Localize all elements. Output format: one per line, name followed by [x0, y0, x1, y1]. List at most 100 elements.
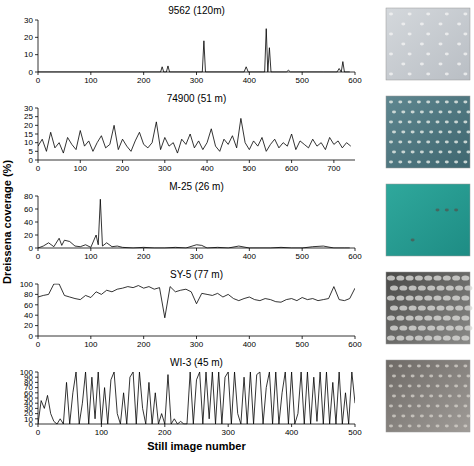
photo-texture — [389, 53, 393, 56]
photo-texture — [463, 425, 467, 428]
x-tick — [164, 160, 165, 163]
photo-texture — [463, 121, 467, 124]
photo-texture — [396, 275, 404, 280]
photo-texture — [426, 385, 430, 388]
x-tick-label: 300 — [158, 164, 172, 173]
y-tick-label: 60 — [24, 205, 33, 214]
photo-texture — [415, 275, 423, 280]
x-tick-label: 500 — [295, 252, 309, 261]
y-tick — [35, 424, 38, 425]
x-tick-label: 100 — [95, 428, 109, 437]
photo-texture — [466, 375, 470, 378]
photo-texture — [409, 305, 417, 310]
x-tick — [90, 248, 91, 251]
x-tick — [164, 424, 165, 427]
photo-texture — [436, 405, 440, 408]
photo-texture — [420, 151, 424, 154]
photo-texture — [420, 395, 424, 398]
photo-texture — [411, 111, 415, 114]
y-tick-label: 10 — [24, 138, 33, 147]
photo-texture — [429, 111, 433, 114]
x-tick — [291, 160, 292, 163]
photo-texture — [448, 131, 452, 134]
photo-texture — [448, 415, 452, 418]
photo-texture — [389, 121, 393, 124]
photo-texture — [448, 375, 452, 378]
data-line — [38, 199, 350, 248]
photo-texture — [445, 121, 449, 124]
photo-texture — [443, 275, 451, 280]
photo-texture — [437, 305, 445, 310]
x-axis-title: Still image number — [147, 440, 246, 452]
photo-texture — [466, 111, 470, 114]
y-tick — [35, 377, 38, 378]
photo-texture — [461, 315, 469, 320]
photo-texture — [464, 285, 472, 290]
photo-texture — [429, 131, 433, 134]
plot-area — [38, 118, 351, 153]
photo-frame — [386, 184, 470, 256]
photo-texture — [429, 151, 433, 154]
photo-texture — [396, 295, 404, 300]
photo-texture — [401, 111, 405, 114]
photo-texture — [411, 239, 415, 242]
photo-texture — [439, 151, 443, 154]
y-tick — [35, 108, 38, 109]
photo-texture — [408, 101, 412, 104]
photo-texture — [439, 63, 443, 66]
photo-texture — [389, 73, 393, 76]
x-tick — [143, 72, 144, 75]
photo-texture — [401, 43, 405, 46]
photo-texture — [457, 43, 461, 46]
photo-texture — [439, 43, 443, 46]
photo-texture — [457, 375, 461, 378]
photo-texture — [445, 101, 449, 104]
y-tick — [35, 403, 38, 404]
photo-texture — [426, 425, 430, 428]
photo-texture — [401, 23, 405, 26]
x-tick-label: 400 — [243, 76, 257, 85]
panel-title: M-25 (26 m) — [169, 181, 223, 192]
photo-texture — [463, 73, 467, 76]
photo-texture — [457, 395, 461, 398]
x-tick-label: 600 — [348, 252, 362, 261]
photo-texture — [418, 305, 426, 310]
photo-texture — [446, 325, 454, 330]
photo-texture — [436, 385, 440, 388]
photo-texture — [466, 151, 470, 154]
x-tick — [122, 160, 123, 163]
y-tick — [35, 160, 38, 161]
photo-texture — [457, 131, 461, 134]
y-tick — [35, 235, 38, 236]
y-tick — [35, 134, 38, 135]
photo-texture — [466, 131, 470, 134]
x-tick — [355, 72, 356, 75]
x-tick — [90, 72, 91, 75]
panel: SY-5 (77 m)02040608010001002003004005006… — [20, 269, 363, 349]
photo-texture — [463, 405, 467, 408]
y-tick — [35, 387, 38, 388]
x-tick — [302, 336, 303, 339]
x-tick — [249, 160, 250, 163]
photo-texture — [398, 365, 402, 368]
panel: WI-3 (45 m)01020304050607080901000100200… — [20, 357, 363, 437]
y-tick — [35, 304, 38, 305]
photo-texture — [454, 141, 458, 144]
photo-texture — [457, 23, 461, 26]
photo-texture — [439, 415, 443, 418]
y-tick-label: 20 — [24, 33, 33, 42]
x-tick-label: 300 — [190, 252, 204, 261]
photo-texture — [398, 121, 402, 124]
photo-texture — [448, 151, 452, 154]
x-tick — [355, 424, 356, 427]
y-tick — [35, 372, 38, 373]
x-tick — [249, 72, 250, 75]
photo-texture — [408, 425, 412, 428]
x-tick-label: 300 — [222, 428, 236, 437]
photo-texture — [408, 365, 412, 368]
photo-texture — [387, 315, 395, 320]
photo-texture — [434, 295, 442, 300]
photo-texture — [399, 285, 407, 290]
x-tick — [38, 160, 39, 163]
plot-area — [38, 284, 355, 318]
